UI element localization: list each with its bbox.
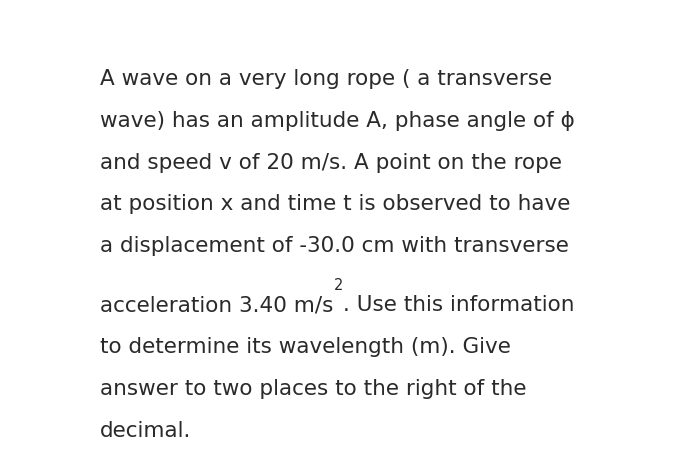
Text: A wave on a very long rope ( a transverse: A wave on a very long rope ( a transvers… xyxy=(100,69,552,89)
Text: 2: 2 xyxy=(333,279,343,293)
Text: a displacement of -30.0 cm with transverse: a displacement of -30.0 cm with transver… xyxy=(100,236,569,256)
Text: answer to two places to the right of the: answer to two places to the right of the xyxy=(100,379,527,399)
Text: acceleration 3.40 m/s: acceleration 3.40 m/s xyxy=(100,296,333,315)
Text: to determine its wavelength (m). Give: to determine its wavelength (m). Give xyxy=(100,337,511,357)
Text: wave) has an amplitude A, phase angle of ϕ: wave) has an amplitude A, phase angle of… xyxy=(100,111,575,131)
Text: at position x and time t is observed to have: at position x and time t is observed to … xyxy=(100,194,571,214)
Text: . Use this information: . Use this information xyxy=(343,296,575,315)
Text: decimal.: decimal. xyxy=(100,420,191,441)
Text: and speed v of 20 m/s. A point on the rope: and speed v of 20 m/s. A point on the ro… xyxy=(100,153,562,173)
